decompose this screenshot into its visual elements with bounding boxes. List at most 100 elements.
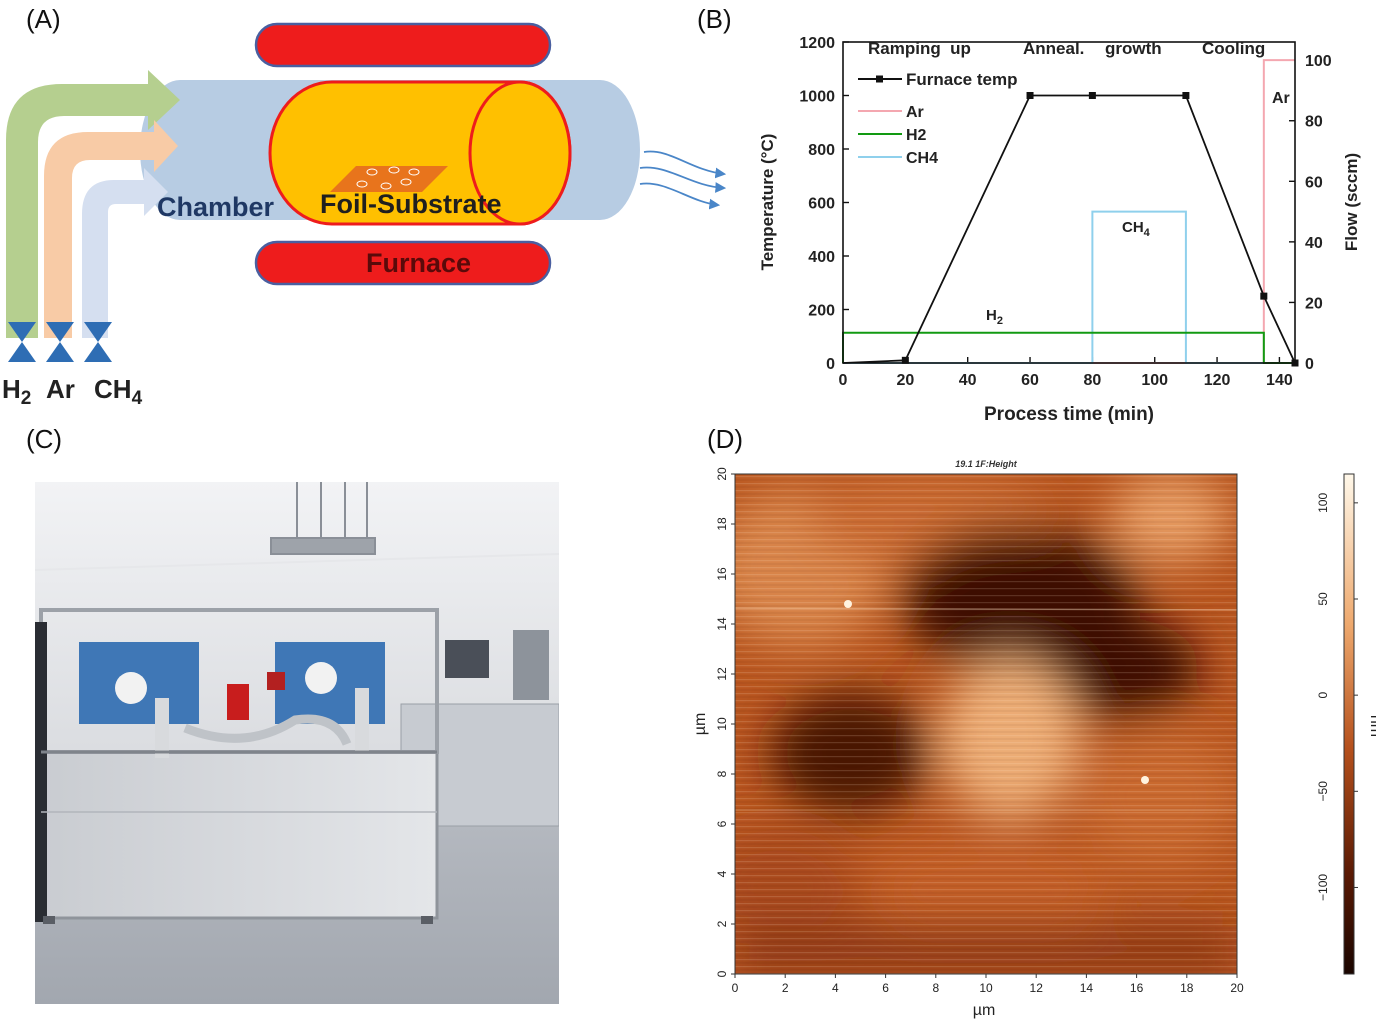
y-right-tick-label: 100 [1305, 53, 1332, 70]
y-tick-label: 1000 [799, 89, 835, 106]
panel-label-c: (C) [26, 424, 63, 454]
y-tick-label: 1200 [799, 35, 835, 52]
phase-anneal: Anneal. [1023, 39, 1084, 58]
series-ch4-line [843, 210, 1295, 364]
ch4-annotation: CH4 [1122, 219, 1151, 239]
afm-x-tick-label: 14 [1080, 981, 1094, 995]
y-right-tick-label: 60 [1305, 174, 1323, 191]
afm-x-tick-label: 18 [1180, 981, 1194, 995]
y-tick-label: 200 [808, 303, 835, 320]
y-axis-title: Temperature (°C) [758, 134, 777, 271]
afm-panel: 19.1 1F:Height 0 2 4 6 8 10 12 14 16 18 20 0 2 4 6 8 10 1… [692, 459, 1376, 1019]
cvd-schematic: Chamber Foil-Substrate Furnace H2 Ar CH4 [2, 22, 727, 409]
colorbar [1343, 473, 1355, 975]
afm-x-tick-label: 6 [882, 981, 889, 995]
panel-label-b: (B) [697, 4, 732, 34]
x-tick-label: 80 [1083, 372, 1101, 389]
afm-y-tick-label: 14 [715, 617, 729, 631]
colorbar-tick-label: 100 [1316, 493, 1330, 513]
substrate-label: Foil-Substrate [320, 189, 502, 219]
afm-x-tick-label: 16 [1130, 981, 1144, 995]
substrate-grains [356, 166, 420, 190]
afm-height-map [735, 474, 1237, 974]
afm-y-tick-label: 4 [715, 870, 729, 877]
ar-annotation: Ar [1272, 90, 1290, 107]
afm-title: 19.1 1F:Height [955, 459, 1018, 469]
x-tick-label: 40 [959, 372, 977, 389]
furnace-temp-point [1088, 92, 1096, 99]
afm-y-tick-label: 8 [715, 770, 729, 777]
panel-label-d: (D) [707, 424, 744, 454]
afm-x-tick-label: 4 [832, 981, 839, 995]
y-tick-label: 800 [808, 142, 835, 159]
ch4-valve-icon [84, 322, 112, 362]
exhaust-flow-arrows [639, 150, 727, 210]
colorbar-tick-label: −100 [1316, 874, 1330, 901]
x-tick-label: 120 [1204, 372, 1231, 389]
y-axis-right-title: Flow (sccm) [1342, 153, 1361, 251]
afm-y-tick-label: 6 [715, 820, 729, 827]
plot-frame [842, 41, 1296, 364]
gas-outlets [270, 482, 376, 555]
process-chart: 0 20 40 60 80 100 120 140 0 200 400 600 800 1000 1200 0… [758, 35, 1361, 425]
chamber-label: Chamber [157, 192, 275, 222]
afm-y-tick-label: 20 [715, 467, 729, 481]
furnace-temp-point [1260, 292, 1268, 300]
colorbar-tick-label: −50 [1316, 781, 1330, 802]
furnace-temp-point [1026, 92, 1034, 99]
h2-feed-arrow [6, 70, 180, 338]
y-right-tick-label: 40 [1305, 235, 1323, 252]
cvd-system-photo [35, 482, 559, 1004]
h2-valve-icon [8, 322, 36, 362]
afm-x-tick-label: 10 [979, 981, 993, 995]
y-tick-label: 0 [826, 356, 835, 373]
furnace-temp-point [901, 356, 909, 364]
x-axis-title: Process time (min) [984, 404, 1154, 425]
afm-y-tick-label: 0 [715, 970, 729, 977]
phase-growth: growth [1105, 39, 1162, 58]
ar-valve-icon [46, 322, 74, 362]
panel-label-a: (A) [26, 4, 61, 34]
legend-furnace-temp: Furnace temp [906, 70, 1017, 89]
afm-x-tick-label: 8 [932, 981, 939, 995]
main-cabinet [39, 750, 439, 920]
gas-labels: H2 Ar CH4 [2, 374, 143, 409]
y-right-tick-label: 0 [1305, 356, 1314, 373]
furnace-bottom-bar [254, 240, 552, 286]
ar-gas-label: Ar [46, 374, 75, 404]
afm-x-tick-label: 2 [782, 981, 789, 995]
afm-y-tick-label: 2 [715, 920, 729, 927]
afm-x-tick-label: 12 [1030, 981, 1044, 995]
y-right-tick-label: 80 [1305, 114, 1323, 131]
colorbar-tick-label: 50 [1316, 592, 1330, 606]
x-tick-label: 100 [1141, 372, 1168, 389]
afm-x-tick-label: 0 [732, 981, 739, 995]
furnace-temp-point [1182, 92, 1190, 99]
x-tick-label: 20 [896, 372, 914, 389]
phase-ramping-up: Ramping up [868, 39, 971, 58]
x-tick-label: 0 [839, 372, 848, 389]
afm-x-axis-title: µm [973, 1002, 996, 1019]
afm-y-tick-label: 18 [715, 517, 729, 531]
ch4-feed-arrow [82, 168, 168, 338]
furnace-top-bar [254, 22, 552, 68]
h2-annotation: H2 [986, 307, 1003, 327]
legend-ar: Ar [906, 104, 924, 121]
x-tick-label: 60 [1021, 372, 1039, 389]
phase-cooling: Cooling [1202, 39, 1265, 58]
colorbar-label: nm [1367, 715, 1376, 737]
legend-ch4: CH4 [906, 150, 938, 167]
h2-gas-label: H [2, 374, 21, 404]
afm-y-axis-title: µm [692, 713, 709, 736]
ar-feed-arrow [44, 120, 178, 338]
afm-y-tick-label: 12 [715, 667, 729, 681]
furnace-label: Furnace [366, 248, 471, 278]
red-component [227, 684, 249, 720]
colorbar-tick-label: 0 [1316, 691, 1330, 698]
svg-text:H2: H2 [2, 374, 31, 409]
x-tick-label: 140 [1266, 372, 1293, 389]
legend-h2: H2 [906, 127, 927, 144]
chart-legend: Furnace temp Ar H2 CH4 [858, 70, 1017, 167]
y-tick-label: 600 [808, 196, 835, 213]
svg-text:CH4: CH4 [94, 374, 143, 409]
